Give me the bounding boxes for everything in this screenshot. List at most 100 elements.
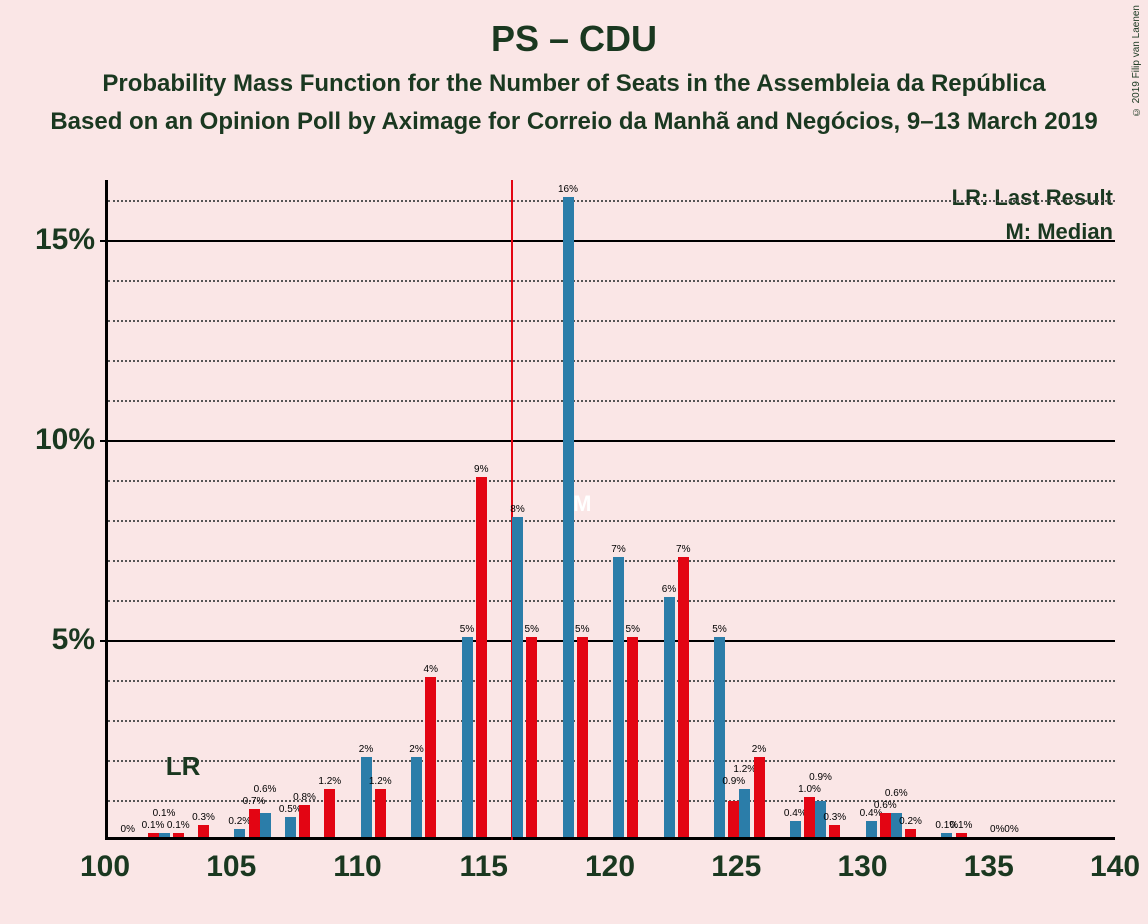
bar-red [577, 637, 588, 837]
grid-minor [108, 360, 1115, 362]
bar-value-label: 0.1% [950, 820, 973, 831]
bar-blue [563, 197, 574, 837]
bar-red [299, 805, 310, 837]
bar-value-label: 1.0% [798, 784, 821, 795]
bar-value-label: 5% [626, 624, 640, 635]
bar-red [728, 801, 739, 837]
bar-blue [613, 557, 624, 837]
x-axis-label: 125 [711, 850, 761, 884]
bar-blue [941, 833, 952, 837]
bar-value-label: 5% [575, 624, 589, 635]
grid-minor [108, 520, 1115, 522]
bar-red [198, 825, 209, 837]
bar-blue [866, 821, 877, 837]
bar-value-label: 5% [525, 624, 539, 635]
x-axis-label: 110 [333, 850, 381, 884]
copyright-label: © 2019 Filip van Laenen [1131, 5, 1142, 117]
chart-area: 0%0.1%0.1%0.1%0.3%0.2%0.7%0.6%0.5%0.8%1.… [105, 180, 1115, 840]
bar-value-label: 2% [359, 744, 373, 755]
bar-value-label: 1.2% [369, 776, 392, 787]
bar-red [829, 825, 840, 837]
bar-blue [790, 821, 801, 837]
bar-blue [260, 813, 271, 837]
grid-major [108, 440, 1115, 442]
bar-value-label: 0% [121, 824, 135, 835]
x-axis-label: 140 [1090, 850, 1140, 884]
bar-red [905, 829, 916, 837]
y-axis-label: 10% [35, 423, 95, 457]
bar-value-label: 0.9% [722, 776, 745, 787]
bar-blue [512, 517, 523, 837]
median-marker: M [573, 491, 591, 517]
bar-value-label: 0% [1004, 824, 1018, 835]
bar-value-label: 0.1% [167, 820, 190, 831]
bar-red [375, 789, 386, 837]
bar-blue [159, 833, 170, 837]
x-axis-label: 135 [964, 850, 1014, 884]
bar-value-label: 2% [752, 744, 766, 755]
bar-value-label: 5% [712, 624, 726, 635]
bar-value-label: 5% [460, 624, 474, 635]
bar-value-label: 4% [424, 664, 438, 675]
bar-red [425, 677, 436, 837]
bar-value-label: 0.9% [809, 772, 832, 783]
bar-red [956, 833, 967, 837]
bar-value-label: 0.6% [254, 784, 277, 795]
bar-red [148, 833, 159, 837]
bar-value-label: 0.3% [192, 812, 215, 823]
bar-value-label: 6% [662, 584, 676, 595]
chart-title: PS – CDU [0, 0, 1148, 60]
plot: 0%0.1%0.1%0.1%0.3%0.2%0.7%0.6%0.5%0.8%1.… [105, 180, 1115, 840]
grid-minor [108, 200, 1115, 202]
grid-minor [108, 680, 1115, 682]
bar-value-label: 1.2% [318, 776, 341, 787]
grid-minor [108, 280, 1115, 282]
x-axis-label: 105 [206, 850, 256, 884]
bar-blue [411, 757, 422, 837]
bar-red [526, 637, 537, 837]
bar-value-label: 9% [474, 464, 488, 475]
bar-red [173, 833, 184, 837]
bar-blue [361, 757, 372, 837]
grid-minor [108, 720, 1115, 722]
x-axis-label: 100 [80, 850, 130, 884]
bar-red [476, 477, 487, 837]
bar-red [627, 637, 638, 837]
grid-minor [108, 560, 1115, 562]
y-axis-label: 5% [52, 623, 95, 657]
bar-value-label: 7% [611, 544, 625, 555]
bar-blue [285, 817, 296, 837]
bar-blue [462, 637, 473, 837]
grid-minor [108, 320, 1115, 322]
bar-value-label: 0.1% [153, 808, 176, 819]
bar-red [678, 557, 689, 837]
grid-major [108, 240, 1115, 242]
x-axis-label: 115 [460, 850, 508, 884]
bar-value-label: 2% [409, 744, 423, 755]
y-axis-label: 15% [35, 223, 95, 257]
x-axis-label: 130 [837, 850, 887, 884]
bar-red [754, 757, 765, 837]
bar-blue [234, 829, 245, 837]
grid-major [108, 640, 1115, 642]
bar-value-label: 7% [676, 544, 690, 555]
bar-blue [664, 597, 675, 837]
bar-red [804, 797, 815, 837]
grid-minor [108, 600, 1115, 602]
bar-value-label: 0.2% [899, 816, 922, 827]
bar-red [249, 809, 260, 837]
bar-value-label: 0.6% [885, 788, 908, 799]
bar-value-label: 16% [558, 184, 578, 195]
x-axis-label: 120 [585, 850, 635, 884]
bar-value-label: 8% [510, 504, 524, 515]
bar-red [324, 789, 335, 837]
bar-blue [739, 789, 750, 837]
chart-subtitle: Probability Mass Function for the Number… [0, 70, 1148, 98]
bar-blue [714, 637, 725, 837]
bar-value-label: 0.7% [243, 796, 266, 807]
grid-minor [108, 400, 1115, 402]
chart-subtitle2: Based on an Opinion Poll by Aximage for … [0, 108, 1148, 136]
grid-minor [108, 480, 1115, 482]
bar-value-label: 0% [990, 824, 1004, 835]
bar-red [880, 813, 891, 837]
